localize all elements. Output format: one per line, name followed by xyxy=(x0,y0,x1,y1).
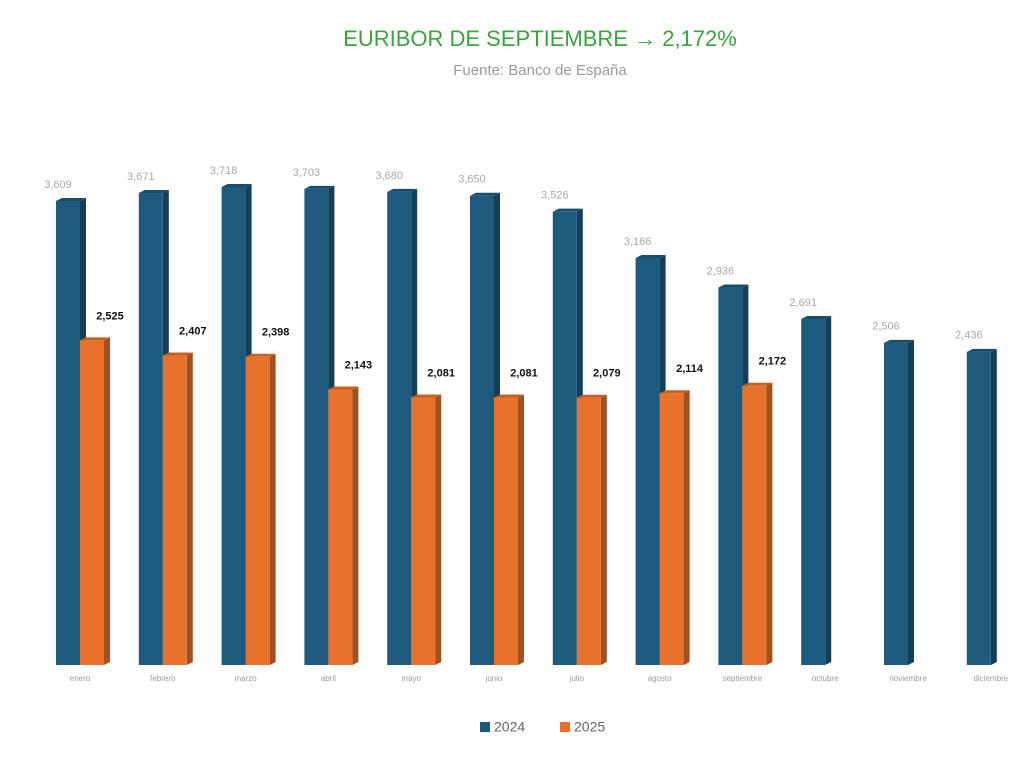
bar-top xyxy=(742,382,773,386)
data-label: 3,671 xyxy=(127,171,155,183)
bar xyxy=(966,351,991,665)
bar-top xyxy=(659,390,690,394)
bar-side xyxy=(518,394,524,665)
bar-top xyxy=(801,316,832,320)
bar-top xyxy=(718,284,749,288)
data-label: 3,166 xyxy=(624,236,652,248)
bar-top xyxy=(56,198,86,202)
bar-top xyxy=(635,254,666,258)
bar-top xyxy=(328,386,359,390)
x-tick-label: junio xyxy=(485,674,503,683)
data-label: 2,436 xyxy=(955,330,983,342)
data-label: 2,143 xyxy=(345,359,373,371)
x-tick-label: octubre xyxy=(812,674,839,683)
bar-side xyxy=(352,386,359,665)
x-tick-label: enero xyxy=(70,674,91,683)
data-label: 2,407 xyxy=(179,325,207,337)
bar-top xyxy=(494,394,524,398)
bar xyxy=(635,257,660,665)
bar xyxy=(304,188,329,665)
data-label: 3,526 xyxy=(541,190,569,202)
bar-top xyxy=(387,188,418,192)
data-label: 3,650 xyxy=(458,174,486,186)
bar-side xyxy=(600,394,607,665)
bar xyxy=(138,193,163,666)
bar-side xyxy=(990,348,997,665)
bar-side xyxy=(104,337,110,665)
x-tick-label: julio xyxy=(569,674,585,683)
bar xyxy=(387,191,412,665)
bar xyxy=(80,340,104,665)
bar-top xyxy=(470,192,500,196)
bar-top xyxy=(80,337,110,341)
bar xyxy=(659,393,684,665)
bar-top xyxy=(245,353,276,357)
bar xyxy=(718,287,743,665)
bar-side xyxy=(269,353,276,665)
data-label: 2,081 xyxy=(427,367,455,379)
bar xyxy=(552,211,577,665)
bar xyxy=(576,397,601,665)
chart-subtitle: Fuente: Banco de España xyxy=(453,62,627,79)
bar-side xyxy=(683,390,690,665)
x-tick-label: abril xyxy=(321,674,336,683)
bar xyxy=(162,355,187,665)
bar xyxy=(470,195,494,665)
data-label: 3,680 xyxy=(375,170,403,182)
data-label: 2,691 xyxy=(789,297,817,309)
data-label: 3,718 xyxy=(210,165,238,177)
data-label: 2,936 xyxy=(707,265,735,277)
legend-label: 2024 xyxy=(494,719,525,735)
x-tick-label: agosto xyxy=(648,674,673,683)
bar-side xyxy=(908,339,914,665)
data-label: 2,398 xyxy=(262,327,290,339)
legend-swatch xyxy=(560,722,570,732)
legend-swatch xyxy=(480,722,490,732)
data-label: 2,081 xyxy=(510,367,538,379)
data-label: 2,114 xyxy=(676,363,704,375)
bar-side xyxy=(186,352,193,665)
bar-top xyxy=(162,352,193,356)
bar xyxy=(801,319,826,665)
data-label: 3,703 xyxy=(293,167,321,179)
data-label: 2,506 xyxy=(872,321,900,333)
x-tick-label: mayo xyxy=(401,674,421,683)
x-tick-label: septiembre xyxy=(723,674,763,683)
x-tick-label: noviembre xyxy=(889,674,927,683)
bar xyxy=(411,397,436,665)
bar-side xyxy=(766,382,773,665)
data-label: 3,609 xyxy=(44,179,72,191)
bar-top xyxy=(966,348,997,352)
bar xyxy=(494,397,518,665)
data-label: 2,172 xyxy=(759,356,787,368)
x-tick-label: febrero xyxy=(150,674,176,683)
bar-side xyxy=(825,316,832,665)
x-tick-label: marzo xyxy=(234,674,257,683)
bar-side xyxy=(435,394,442,665)
data-label: 2,525 xyxy=(96,310,124,322)
bar-top xyxy=(552,208,583,212)
bar-top xyxy=(221,184,252,187)
bar xyxy=(221,187,246,665)
legend-label: 2025 xyxy=(574,719,605,735)
bar-top xyxy=(304,185,335,189)
bar-top xyxy=(576,394,607,398)
bar-top xyxy=(884,339,914,343)
chart-title: EURIBOR DE SEPTIEMBRE → 2,172% xyxy=(343,26,737,51)
x-tick-label: diciembre xyxy=(973,674,1008,683)
bar xyxy=(884,342,908,665)
bar xyxy=(742,385,767,665)
bar xyxy=(328,389,353,665)
data-label: 2,079 xyxy=(593,368,621,380)
bar-top xyxy=(411,394,442,398)
bar xyxy=(245,356,270,665)
bar-top xyxy=(138,190,169,194)
bar xyxy=(56,201,80,666)
